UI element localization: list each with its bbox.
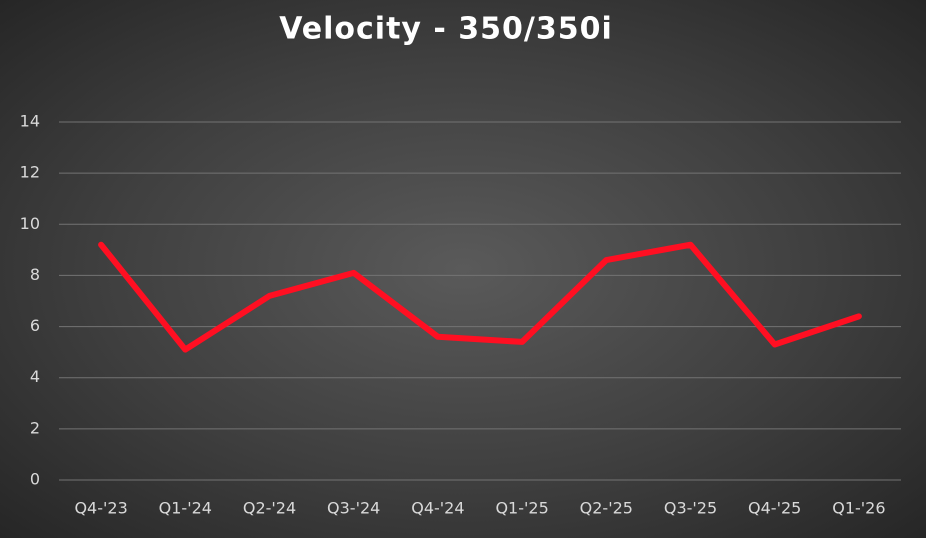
x-tick-label: Q1-'25: [495, 499, 548, 518]
x-tick-label: Q4-'23: [74, 499, 127, 518]
x-tick-label: Q3-'25: [664, 499, 717, 518]
x-tick-label: Q4-'24: [411, 499, 464, 518]
y-tick-label: 14: [20, 112, 40, 131]
chart-title: Velocity - 350/350i: [279, 12, 613, 47]
y-tick-label: 12: [20, 163, 40, 182]
y-tick-label: 0: [30, 470, 40, 489]
x-tick-label: Q1-'26: [832, 499, 885, 518]
x-tick-label: Q1-'24: [159, 499, 212, 518]
data-line: [98, 241, 862, 353]
x-tick-label: Q2-'25: [580, 499, 633, 518]
x-tick-label: Q3-'24: [327, 499, 380, 518]
x-tick-label: Q2-'24: [243, 499, 296, 518]
y-tick-label: 4: [30, 367, 40, 386]
y-tick-label: 8: [30, 265, 40, 284]
x-tick-label: Q4-'25: [748, 499, 801, 518]
y-tick-label: 10: [20, 214, 40, 233]
y-tick-label: 6: [30, 316, 40, 335]
y-tick-label: 2: [30, 418, 40, 437]
